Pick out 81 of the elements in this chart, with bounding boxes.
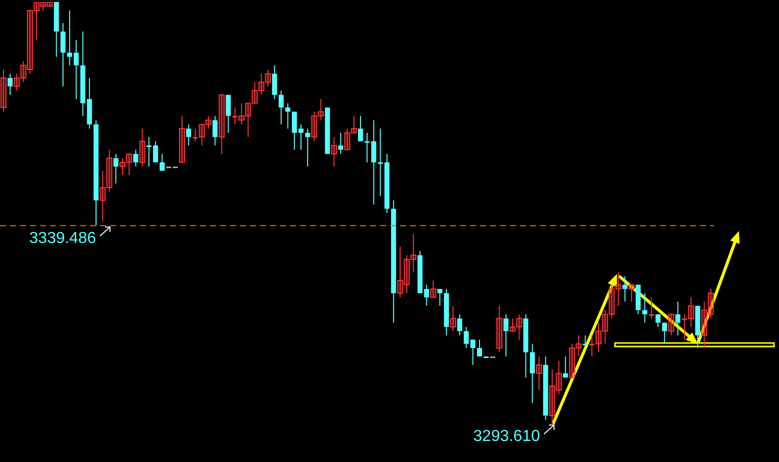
candlestick: [682, 314, 687, 340]
candlestick: [688, 296, 694, 328]
candlestick: [60, 22, 66, 87]
candlestick: [133, 149, 138, 168]
candlestick: [46, 2, 53, 7]
candlestick: [662, 322, 668, 344]
candlestick: [311, 111, 318, 142]
candlestick: [675, 301, 680, 336]
candlestick: [530, 343, 535, 404]
candlestick: [232, 107, 238, 125]
candlestick: [0, 69, 6, 112]
candlestick: [358, 115, 363, 142]
candlestick: [503, 314, 508, 357]
candlestick: [404, 254, 410, 294]
candlestick: [701, 301, 708, 349]
candlestick: [264, 69, 271, 87]
candlestick: [642, 292, 648, 324]
candlestick: [226, 94, 231, 134]
candlestick: [516, 314, 522, 340]
candlestick: [569, 343, 576, 378]
candlestick: [198, 124, 205, 146]
candlestick: [430, 280, 436, 298]
candlestick: [556, 360, 562, 395]
candlestick: [622, 276, 628, 302]
candlestick: [34, 2, 40, 40]
candlestick: [26, 10, 33, 74]
candlestick: [562, 356, 568, 378]
candlestick: [549, 368, 556, 424]
candlestick: [576, 334, 582, 357]
candlestick: [397, 246, 404, 298]
candlestick: [510, 318, 516, 332]
annotation: 3339.486: [29, 230, 96, 247]
candlestick: [350, 115, 357, 134]
candlestick: [252, 82, 258, 104]
candlestick: [437, 288, 442, 306]
candlestick: [186, 124, 192, 146]
candlestick: [602, 310, 608, 344]
candlestick: [656, 314, 660, 328]
candlestick: [305, 128, 310, 168]
candlestick: [648, 296, 654, 319]
candlestick: [708, 288, 714, 319]
candlestick: [589, 334, 594, 357]
candlestick: [192, 128, 198, 142]
candlestick: [179, 115, 185, 163]
candlestick: [106, 149, 112, 192]
candlestick: [457, 314, 462, 336]
candlestick: [14, 73, 20, 92]
candlestick: [450, 305, 456, 332]
candlestick: [331, 136, 338, 168]
candlestick: [212, 115, 218, 146]
candlestick: [139, 128, 146, 168]
candlestick: [20, 60, 26, 83]
candlestick: [40, 2, 46, 11]
candlestick: [258, 73, 264, 96]
candlestick: [238, 102, 244, 125]
candlestick: [100, 170, 106, 222]
candlestick: [245, 102, 252, 138]
candlestick: [120, 158, 126, 176]
text: 3293.610: [473, 428, 540, 445]
candlestick: [582, 334, 588, 346]
candlestick: [160, 153, 165, 172]
candlestick: [628, 284, 635, 302]
candlestick: [477, 339, 482, 357]
candlestick: [496, 305, 502, 353]
candlestick: [318, 98, 324, 121]
candlestick: [113, 153, 118, 184]
candlestick: [344, 128, 350, 150]
candlestick: [608, 284, 615, 319]
candlestick: [615, 272, 622, 306]
candlestick: [272, 64, 278, 100]
candlestick: [126, 153, 132, 176]
candlestick: [278, 90, 284, 125]
candlestick: [668, 314, 674, 336]
candlestick: [285, 102, 290, 130]
candlestick: [218, 94, 225, 154]
candlestick: [338, 132, 344, 154]
candlestick: [205, 115, 212, 130]
candlestick: [8, 73, 13, 96]
candlestick: [596, 322, 602, 353]
candlestick: [410, 234, 416, 273]
candlestick: [536, 356, 542, 391]
